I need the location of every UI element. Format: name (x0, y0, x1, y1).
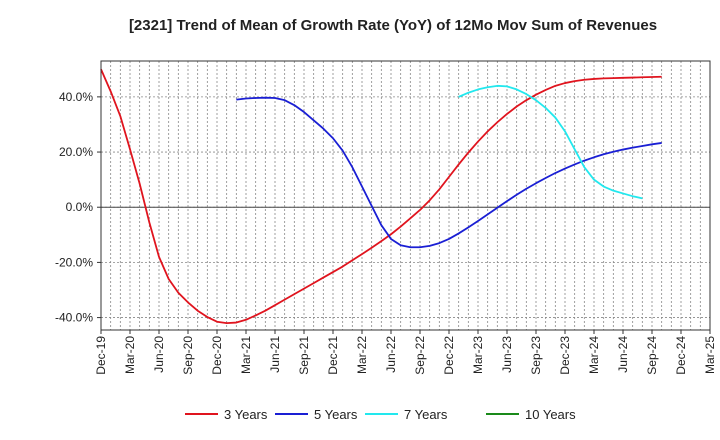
x-tick-label: Mar-21 (239, 336, 253, 374)
x-tick-label: Dec-22 (442, 336, 456, 375)
series-line-7-years (458, 84, 643, 200)
x-tick-label: Dec-23 (558, 336, 572, 375)
series-line-5-years (236, 96, 662, 249)
x-tick-label: Jun-20 (152, 336, 166, 373)
x-tick-label: Jun-24 (616, 336, 630, 373)
x-tick-label: Jun-23 (500, 336, 514, 373)
series-layer (100, 68, 662, 325)
x-axis: Dec-19 Mar-20 Jun-20 Sep-20 Dec-20 Mar-21 Jun-… (94, 330, 717, 375)
legend-label: 5 Years (314, 407, 358, 422)
x-tick-label: Sep-24 (645, 336, 659, 375)
y-tick-label: 40.0% (59, 90, 93, 104)
legend-label: 3 Years (224, 407, 268, 422)
series-line-3-years (100, 68, 662, 325)
chart-title: [2321] Trend of Mean of Growth Rate (YoY… (129, 17, 657, 34)
legend-label: 10 Years (525, 407, 576, 422)
x-tick-label: Mar-20 (123, 336, 137, 374)
x-tick-label: Jun-22 (384, 336, 398, 373)
y-tick-label: 0.0% (66, 200, 94, 214)
x-tick-label: Sep-22 (413, 336, 427, 375)
y-axis: 40.0% 20.0% 0.0% -20.0% -40.0% (55, 90, 101, 325)
legend: 3 Years 5 Years 7 Years 10 Years (185, 407, 576, 422)
x-tick-label: Sep-21 (297, 336, 311, 375)
plot-frame (100, 60, 711, 331)
x-tick-label: Dec-21 (326, 336, 340, 375)
x-tick-label: Dec-19 (94, 336, 108, 375)
x-tick-label: Jun-21 (268, 336, 282, 373)
x-tick-label: Mar-23 (471, 336, 485, 374)
y-tick-label: -20.0% (55, 255, 93, 269)
legend-label: 7 Years (404, 407, 448, 422)
x-tick-label: Mar-25 (703, 336, 717, 374)
y-tick-label: 20.0% (59, 145, 93, 159)
x-tick-label: Sep-20 (181, 336, 195, 375)
x-tick-label: Mar-22 (355, 336, 369, 374)
x-tick-label: Dec-24 (674, 336, 688, 375)
grid (101, 61, 710, 330)
x-tick-label: Sep-23 (529, 336, 543, 375)
y-tick-label: -40.0% (55, 311, 93, 325)
x-tick-label: Dec-20 (210, 336, 224, 375)
x-tick-label: Mar-24 (587, 336, 601, 374)
